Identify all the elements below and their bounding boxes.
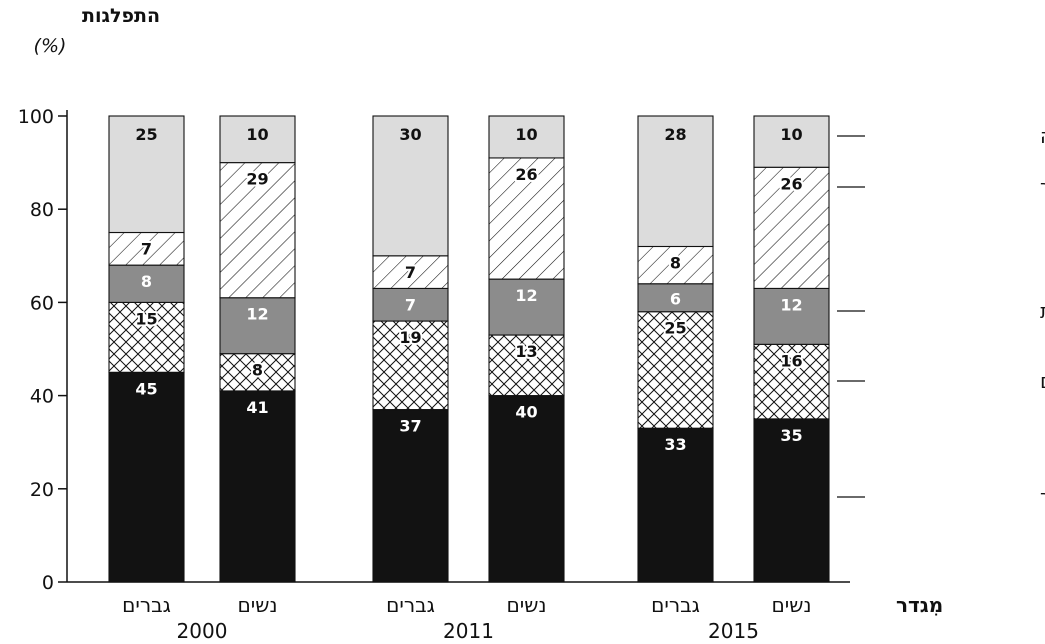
bar-segment — [219, 162, 296, 299]
value-label: 25 — [664, 319, 686, 338]
value-labels: 45 15 8 7 25 41 8 12 29 10 37 19 7 7 30 40 13 12 26 10 33 25 6… — [133, 125, 804, 454]
value-label: 26 — [780, 174, 802, 193]
bar-segment — [219, 390, 296, 583]
bar-segment — [488, 334, 565, 397]
bar-segment — [637, 115, 714, 248]
value-label: 16 — [780, 351, 802, 370]
x-group-year-label: 2000 — [177, 619, 228, 643]
legend-label: אחר — [1040, 485, 1045, 509]
value-label: 41 — [246, 398, 268, 417]
value-label: 30 — [399, 125, 421, 144]
y-axis-title: התפלגות — [82, 5, 160, 27]
bar-segment — [488, 157, 565, 280]
value-label: 26 — [515, 165, 537, 184]
x-category-label: גברים — [651, 593, 700, 617]
x-category-label: גברים — [386, 593, 435, 617]
bar-segment — [637, 427, 714, 583]
value-label: 8 — [252, 361, 263, 380]
bar-segment — [753, 166, 830, 289]
value-label: 28 — [664, 125, 686, 144]
value-label: 12 — [780, 295, 802, 314]
bar-segment — [108, 371, 185, 583]
value-label: 40 — [515, 403, 537, 422]
value-label: 35 — [780, 426, 802, 445]
value-label: 10 — [515, 125, 537, 144]
axes: 0 20 40 60 80 100 — [18, 106, 850, 594]
value-label: 8 — [670, 253, 681, 272]
x-axis-title: מִגדר — [896, 593, 943, 617]
bar-segment — [488, 395, 565, 583]
legend-label: מדע וטכנולוגיה — [1040, 124, 1045, 148]
bar-segment — [372, 287, 449, 322]
bar-segment — [219, 353, 296, 392]
bars — [108, 115, 830, 583]
legend: אחר עסקים בריאות חינוך מדע וטכנולוגיה — [837, 124, 1045, 509]
bar-segment — [219, 297, 296, 355]
value-label: 33 — [664, 435, 686, 454]
value-label: 7 — [405, 295, 416, 314]
legend-label: חינוך — [1040, 175, 1045, 199]
legend-label: בריאות — [1040, 299, 1045, 323]
x-category-label: נשים — [507, 593, 547, 617]
y-tick-label: 80 — [30, 199, 54, 221]
x-category-label: נשים — [238, 593, 278, 617]
bar-segment — [753, 287, 830, 345]
value-label: 6 — [670, 290, 681, 309]
y-tick-label: 0 — [42, 572, 54, 594]
value-label: 10 — [780, 125, 802, 144]
y-axis-unit: (%) — [34, 35, 67, 57]
bar-segment — [753, 418, 830, 583]
bar-segment — [637, 283, 714, 313]
x-axis-categories: גברים נשים גברים נשים גברים נשים 2000 2011 2015 — [122, 593, 811, 643]
y-tick-label: 60 — [30, 292, 54, 314]
value-label: 8 — [141, 272, 152, 291]
value-label: 29 — [246, 170, 268, 189]
y-tick-label: 100 — [18, 106, 54, 128]
bar-segment — [219, 115, 296, 164]
value-label: 45 — [135, 379, 157, 398]
x-group-year-label: 2015 — [708, 619, 759, 643]
bar-segment — [637, 245, 714, 285]
x-category-label: נשים — [772, 593, 812, 617]
bar-segment — [637, 311, 714, 429]
value-label: 19 — [399, 328, 421, 347]
x-category-label: גברים — [122, 593, 171, 617]
legend-label: עסקים — [1040, 369, 1045, 393]
bar-segment — [753, 343, 830, 420]
bar-segment — [108, 115, 185, 234]
bar-segment — [372, 115, 449, 257]
bar-segment — [488, 115, 565, 159]
value-label: 10 — [246, 125, 268, 144]
y-tick-label: 20 — [30, 479, 54, 501]
bar-segment — [488, 278, 565, 336]
bar-segment — [372, 409, 449, 583]
x-group-year-label: 2011 — [443, 619, 494, 643]
value-label: 25 — [135, 125, 157, 144]
bar-segment — [372, 255, 449, 289]
bar-segment — [753, 115, 830, 168]
value-label: 7 — [141, 240, 152, 259]
y-tick-label: 40 — [30, 386, 54, 408]
value-label: 12 — [246, 305, 268, 324]
bar-segment — [372, 320, 449, 411]
value-label: 13 — [515, 342, 537, 361]
value-label: 37 — [399, 417, 421, 436]
value-label: 12 — [515, 286, 537, 305]
value-label: 15 — [135, 309, 157, 328]
value-label: 7 — [405, 263, 416, 282]
